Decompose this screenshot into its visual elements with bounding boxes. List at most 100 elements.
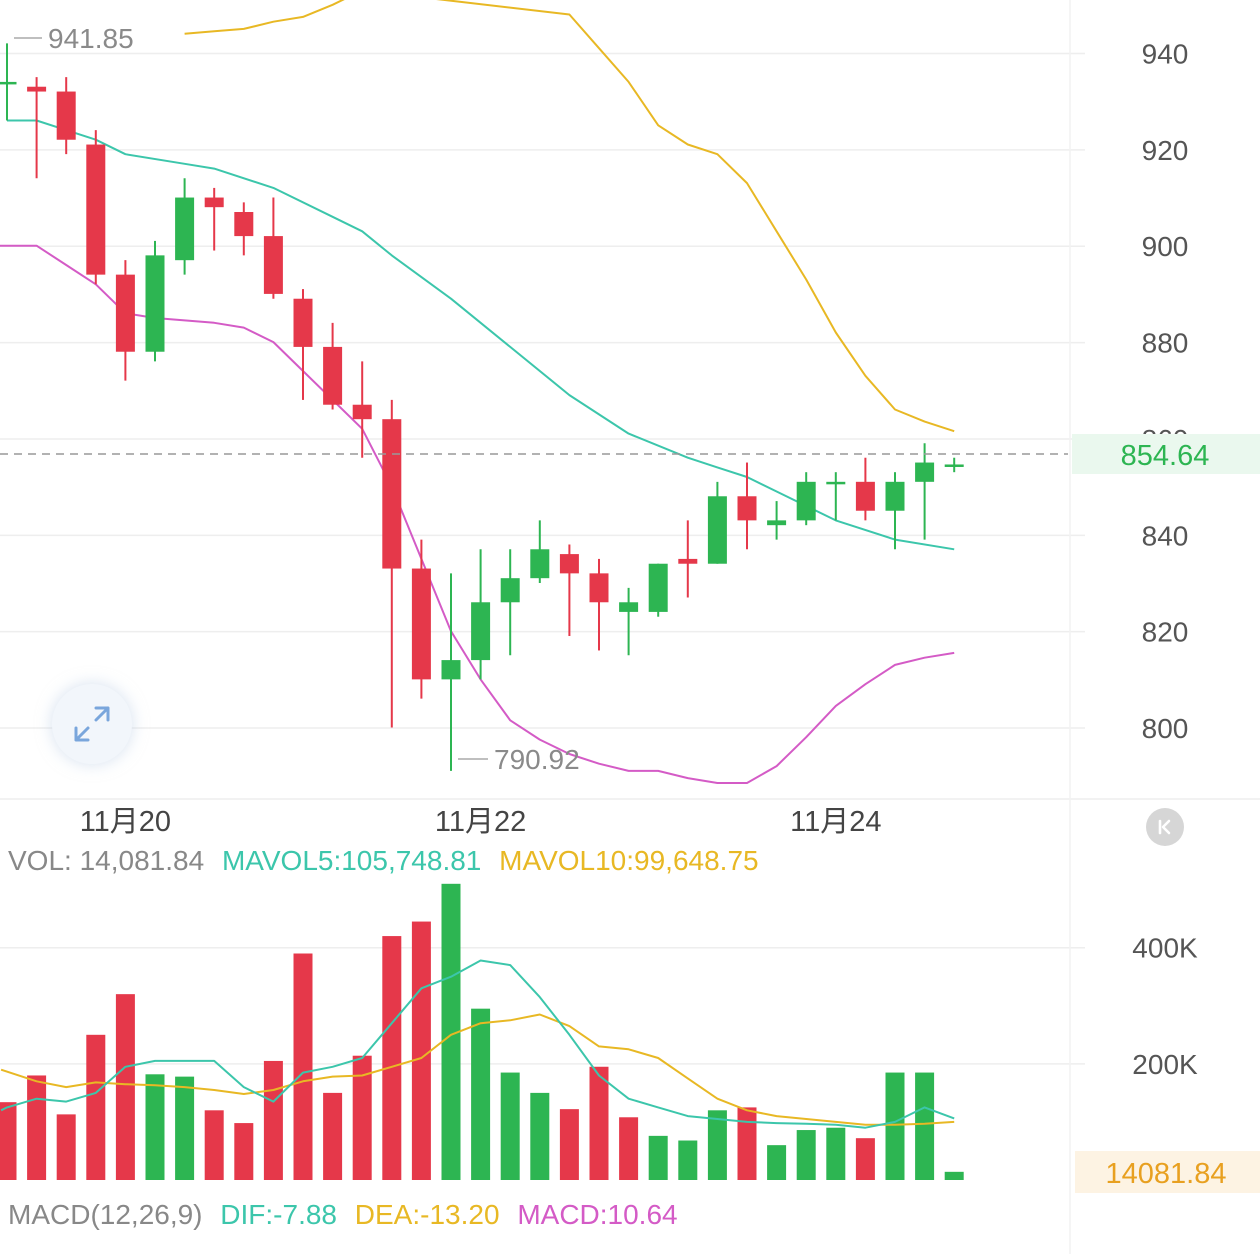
candle-body	[56, 91, 76, 140]
current-price-label: 854.64	[1121, 440, 1210, 472]
price-tick-label: 920	[1142, 135, 1189, 166]
candle-body	[707, 496, 727, 564]
price-tick-label: 940	[1142, 39, 1189, 70]
macd-legend: MACD(12,26,9) DIF:-7.88 DEA:-13.20 MACD:…	[8, 1199, 678, 1230]
candle-body	[175, 197, 195, 261]
candle-body	[619, 602, 639, 612]
collapse-left-button[interactable]	[1146, 808, 1184, 846]
low-marker-label: 790.92	[494, 744, 580, 775]
candle-body	[826, 481, 846, 485]
candle-body	[767, 520, 787, 526]
volume-bar	[27, 1075, 47, 1180]
candle-body	[678, 558, 698, 564]
price-tick-label: 800	[1142, 713, 1189, 744]
candle-body	[323, 346, 343, 405]
price-axis: 800820840860880900920940	[1142, 39, 1189, 745]
price-ma-lines	[0, 0, 955, 784]
volume-bar	[175, 1076, 195, 1180]
volume-bar	[559, 1109, 579, 1180]
ma-lower-line	[0, 244, 955, 784]
volume-bar	[944, 1171, 964, 1180]
price-tick-label: 900	[1142, 231, 1189, 262]
candle-body	[855, 481, 875, 511]
volume-bar	[619, 1117, 639, 1180]
volume-bar	[323, 1092, 343, 1180]
price-tick-label: 880	[1142, 328, 1189, 359]
mavol10-line	[0, 1013, 955, 1126]
volume-current-value-bg	[1075, 1151, 1260, 1193]
candlesticks	[0, 43, 964, 771]
date-axis: 11月20 11月22 11月24	[80, 806, 882, 838]
candle-body	[737, 496, 757, 521]
high-marker-label: 941.85	[48, 23, 134, 54]
volume-bars	[0, 883, 964, 1180]
volume-bar	[855, 1138, 875, 1180]
volume-bar	[0, 1102, 17, 1180]
volume-bar	[145, 1074, 165, 1180]
volume-tick-label: 200K	[1132, 1049, 1198, 1080]
ma-mid-line	[7, 119, 955, 551]
volume-bar	[204, 1110, 224, 1180]
volume-bar	[234, 1123, 254, 1180]
price-grid	[0, 52, 1085, 729]
candle-body	[145, 255, 165, 352]
volume-bar	[796, 1130, 816, 1180]
volume-bar	[678, 1140, 698, 1180]
volume-bar	[115, 994, 135, 1180]
candle-body	[944, 464, 964, 467]
ma-upper-line	[184, 0, 955, 433]
mavol5-line	[0, 959, 955, 1129]
date-tick-label: 11月24	[790, 806, 881, 838]
candle-body	[915, 462, 935, 482]
volume-axis: 200K 400K	[1132, 933, 1198, 1080]
candle-body	[382, 419, 402, 569]
volume-bar	[885, 1072, 905, 1180]
volume-bar	[530, 1092, 550, 1180]
mavol5-label: MAVOL5:105,748.81	[222, 845, 481, 876]
candle-body	[293, 298, 313, 347]
dif-label: DIF:-7.88	[220, 1199, 337, 1230]
mavol10-label: MAVOL10:99,648.75	[499, 845, 758, 876]
candle-body	[885, 481, 905, 511]
candle-body	[559, 554, 579, 574]
volume-bar	[737, 1107, 757, 1180]
volume-bar	[915, 1072, 935, 1180]
volume-tick-label: 400K	[1132, 933, 1198, 964]
volume-legend: VOL: 14,081.84 MAVOL5:105,748.81 MAVOL10…	[8, 845, 759, 876]
volume-bar	[471, 1008, 491, 1180]
price-tick-label: 820	[1142, 617, 1189, 648]
candle-body	[86, 144, 106, 275]
volume-bar	[382, 936, 402, 1180]
expand-chart-button[interactable]	[52, 684, 132, 764]
volume-bar	[352, 1055, 372, 1180]
date-tick-label: 11月20	[80, 806, 171, 838]
candle-body	[648, 563, 668, 612]
candle-body	[796, 481, 816, 521]
volume-bar	[826, 1127, 846, 1180]
volume-bar	[86, 1034, 106, 1180]
volume-grid	[0, 946, 1085, 1065]
price-tick-label: 840	[1142, 520, 1189, 551]
macd-value-label: MACD:10.64	[517, 1199, 677, 1230]
dea-label: DEA:-13.20	[355, 1199, 500, 1230]
macd-title: MACD(12,26,9)	[8, 1199, 203, 1230]
candle-body	[500, 578, 520, 603]
candle-body	[27, 86, 47, 92]
collapse-left-icon	[1158, 819, 1171, 835]
candle-body	[530, 549, 550, 579]
volume-current-value: 14081.84	[1106, 1158, 1227, 1190]
candle-body	[263, 236, 283, 294]
volume-ma-lines	[0, 959, 955, 1129]
current-price-label-bg	[1072, 434, 1260, 474]
volume-bar	[648, 1135, 668, 1180]
volume-bar	[293, 953, 313, 1180]
date-tick-label: 11月22	[435, 806, 526, 838]
volume-bar	[56, 1114, 76, 1180]
candle-body	[589, 573, 609, 603]
volume-bar	[707, 1110, 727, 1180]
candle-body	[0, 81, 17, 85]
candle-body	[115, 274, 135, 352]
candle-body	[352, 404, 372, 420]
volume-bar	[589, 1066, 609, 1180]
candle-body	[234, 212, 254, 237]
